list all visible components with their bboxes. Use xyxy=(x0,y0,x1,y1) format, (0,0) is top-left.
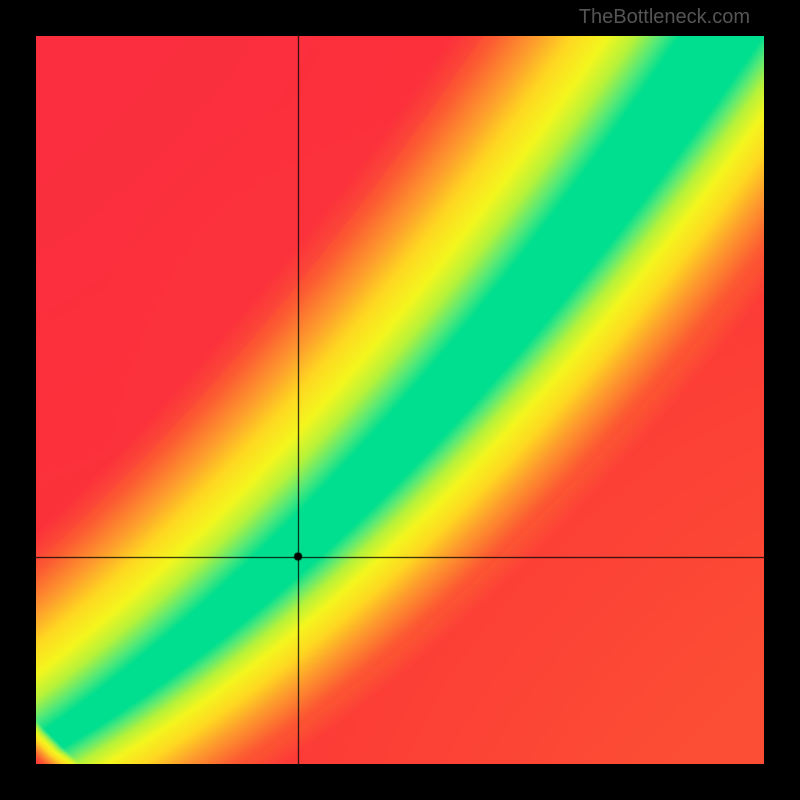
watermark-text: TheBottleneck.com xyxy=(579,6,750,29)
heatmap-plot xyxy=(36,36,764,764)
heatmap-canvas xyxy=(36,36,764,764)
